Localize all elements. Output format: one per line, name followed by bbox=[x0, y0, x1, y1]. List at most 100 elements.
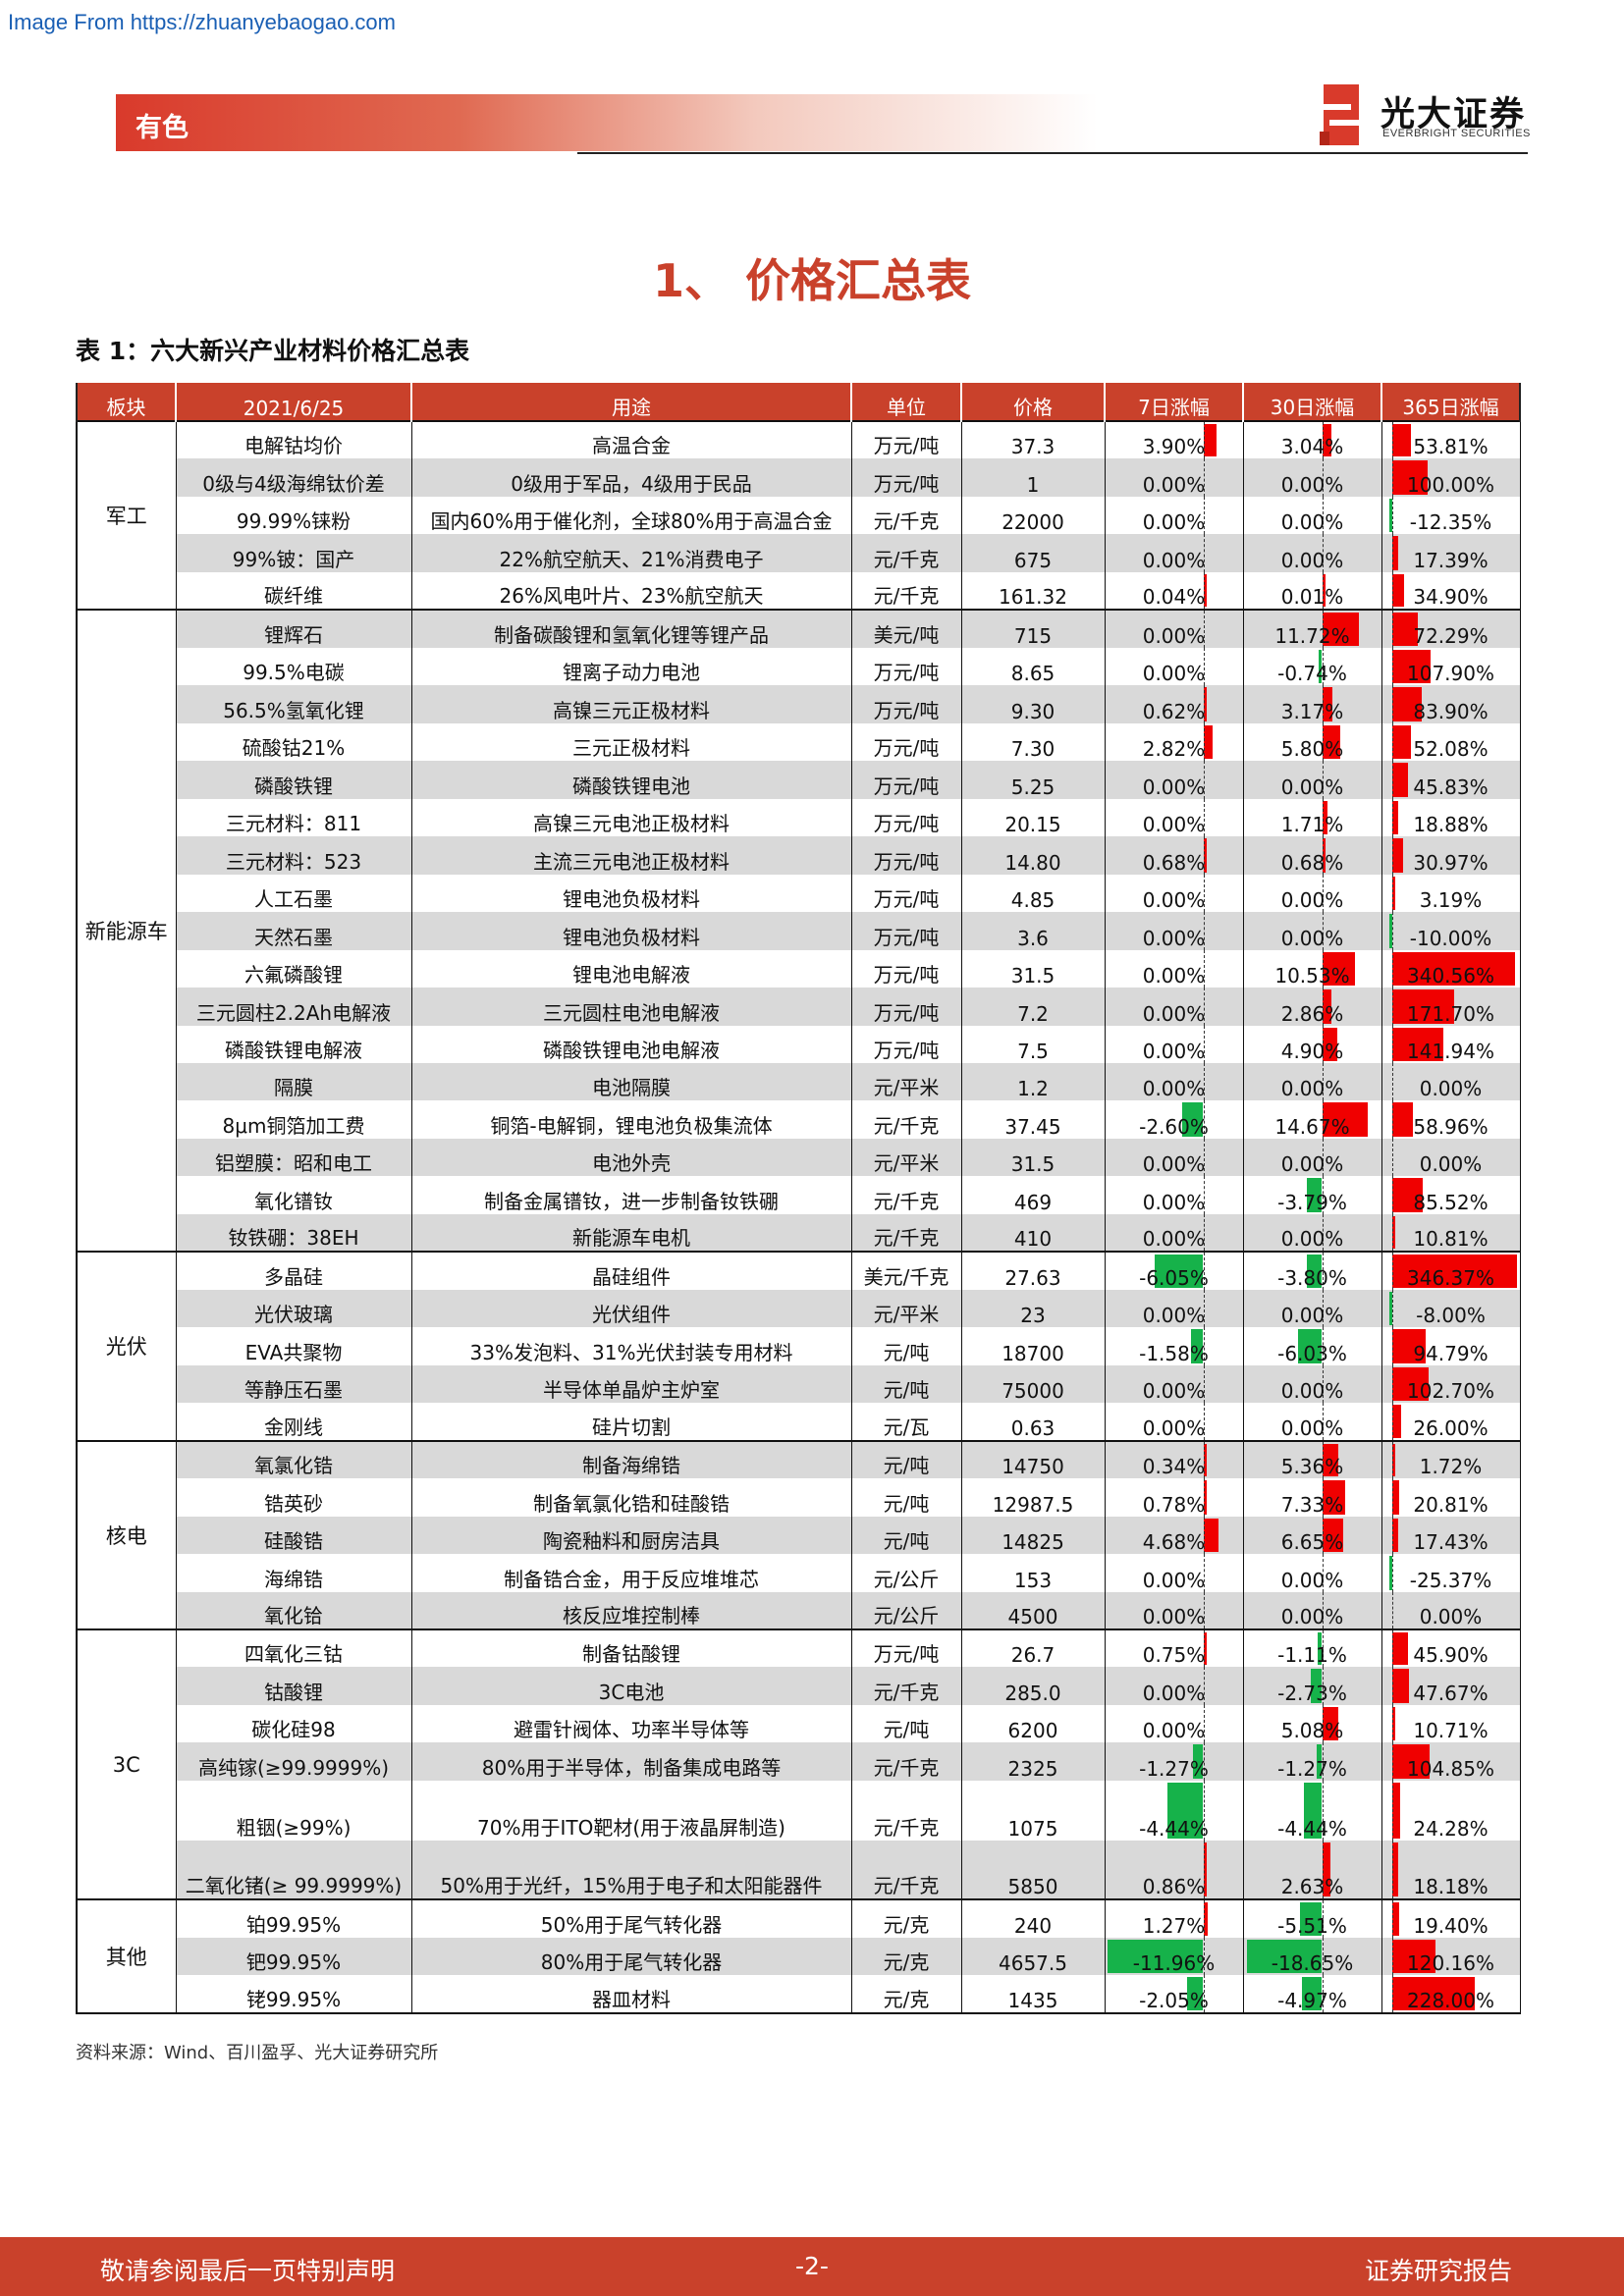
zero-axis-line bbox=[1322, 1937, 1324, 1976]
unit-cell: 元/千克 bbox=[851, 1840, 962, 1901]
price-cell: 0.63 bbox=[961, 1403, 1106, 1442]
zero-axis-line bbox=[1203, 612, 1205, 648]
change-cell-d30: 3.17% bbox=[1243, 685, 1382, 723]
positive-change-bar bbox=[1391, 1215, 1396, 1250]
change-cell-d30: 0.68% bbox=[1243, 836, 1382, 875]
zero-axis-line bbox=[1391, 1780, 1393, 1841]
zero-axis-line bbox=[1391, 458, 1393, 497]
use-cell: 光伏组件 bbox=[411, 1289, 852, 1328]
change-value: 5.80% bbox=[1280, 737, 1344, 762]
change-value: 0.00% bbox=[1280, 510, 1344, 535]
use-cell: 主流三元电池正极材料 bbox=[411, 836, 852, 875]
zero-axis-line bbox=[1322, 1840, 1324, 1898]
positive-change-bar bbox=[1322, 1706, 1338, 1741]
zero-axis-line bbox=[1203, 458, 1205, 497]
zero-axis-line bbox=[1203, 722, 1205, 762]
table-row: 光伏 多晶硅 晶硅组件 美元/千克 27.63 -6.05% -3.80% 346.37% bbox=[76, 1251, 1521, 1442]
price-cell: 18700 bbox=[961, 1327, 1106, 1365]
table-row: 铝塑膜：昭和电工 电池外壳 元/平米 31.5 0.00% 0.00% 0.00% bbox=[77, 1138, 1521, 1177]
use-cell: 3C电池 bbox=[411, 1667, 852, 1705]
change-value: 0.00% bbox=[1280, 1415, 1344, 1440]
change-value: 10.81% bbox=[1413, 1227, 1489, 1252]
change-value: 94.79% bbox=[1413, 1341, 1489, 1365]
change-value: 0.00% bbox=[1142, 964, 1206, 988]
change-value: 0.00% bbox=[1142, 1605, 1206, 1629]
price-cell: 3.6 bbox=[961, 912, 1106, 950]
source-url[interactable]: Image From https://zhuanyebaogao.com bbox=[8, 10, 396, 34]
change-cell-d365: 17.43% bbox=[1381, 1516, 1521, 1555]
positive-change-bar bbox=[1391, 1842, 1399, 1897]
zero-axis-line bbox=[1203, 1254, 1205, 1290]
change-cell-d7: -4.44% bbox=[1105, 1780, 1244, 1841]
use-cell: 0级用于军品，4级用于民品 bbox=[411, 458, 852, 497]
table-row: 8μm铜箔加工费 铜箔-电解铜，锂电池负极集流体 元/千克 37.45 -2.60% 14… bbox=[77, 1100, 1521, 1139]
table-header-row: 板块 2021/6/25 用途 单位 价格 7日涨幅 30日涨幅 365日涨幅 bbox=[76, 383, 1521, 421]
price-cell: 37.3 bbox=[961, 419, 1106, 459]
positive-change-bar bbox=[1391, 1902, 1399, 1936]
material-name-cell: 天然石墨 bbox=[176, 912, 412, 950]
positive-change-bar bbox=[1391, 724, 1411, 760]
change-value: 0.00% bbox=[1142, 1415, 1206, 1440]
positive-change-bar bbox=[1203, 1443, 1207, 1477]
price-cell: 675 bbox=[961, 534, 1106, 572]
change-cell-d30: 0.00% bbox=[1243, 1062, 1382, 1101]
change-cell-d30: -6.03% bbox=[1243, 1327, 1382, 1365]
use-cell: 锂离子动力电池 bbox=[411, 647, 852, 686]
use-cell: 避雷针阀体、功率半导体等 bbox=[411, 1704, 852, 1743]
zero-axis-line bbox=[1391, 1478, 1393, 1517]
change-cell-d365: 94.79% bbox=[1381, 1327, 1521, 1365]
positive-change-bar bbox=[1391, 1443, 1395, 1477]
zero-axis-line bbox=[1203, 571, 1205, 609]
positive-change-bar bbox=[1203, 724, 1213, 760]
change-value: -18.65% bbox=[1271, 1951, 1354, 1976]
positive-change-bar bbox=[1322, 573, 1326, 608]
material-name-cell: 氧氯化锆 bbox=[176, 1439, 412, 1479]
zero-axis-line bbox=[1203, 1591, 1205, 1628]
price-cell: 285.0 bbox=[961, 1667, 1106, 1705]
zero-axis-line bbox=[1203, 1937, 1205, 1976]
use-cell: 铜箔-电解铜，锂电池负极集流体 bbox=[411, 1100, 852, 1139]
zero-axis-line bbox=[1322, 534, 1324, 572]
zero-axis-line bbox=[1203, 1327, 1205, 1365]
col-header-7d: 7日涨幅 bbox=[1104, 383, 1244, 421]
change-value: 11.72% bbox=[1274, 623, 1350, 648]
use-cell: 晶硅组件 bbox=[411, 1251, 852, 1290]
change-value: 0.78% bbox=[1142, 1492, 1206, 1517]
positive-change-bar bbox=[1391, 573, 1405, 608]
price-cell: 5.25 bbox=[961, 761, 1106, 799]
unit-cell: 元/平米 bbox=[851, 1138, 962, 1177]
unit-cell: 元/千克 bbox=[851, 1176, 962, 1214]
change-cell-d30: 5.36% bbox=[1243, 1439, 1382, 1479]
change-cell-d30: -1.11% bbox=[1243, 1628, 1382, 1668]
negative-change-bar bbox=[1297, 1329, 1323, 1363]
zero-axis-line bbox=[1322, 1478, 1324, 1517]
negative-change-bar bbox=[1388, 1556, 1392, 1590]
logo-en-text: EVERBRIGHT SECURITIES bbox=[1382, 128, 1531, 139]
unit-cell: 万元/吨 bbox=[851, 1628, 962, 1668]
unit-cell: 元/平米 bbox=[851, 1289, 962, 1328]
zero-axis-line bbox=[1203, 423, 1205, 459]
change-value: -1.27% bbox=[1277, 1756, 1347, 1781]
material-name-cell: 锂辉石 bbox=[176, 609, 412, 648]
material-name-cell: 氧化镨钕 bbox=[176, 1176, 412, 1214]
negative-change-bar bbox=[1193, 1744, 1204, 1779]
change-cell-d365: -8.00% bbox=[1381, 1289, 1521, 1328]
change-value: 0.00% bbox=[1280, 1304, 1344, 1328]
positive-change-bar bbox=[1322, 1842, 1330, 1897]
change-value: -6.03% bbox=[1277, 1341, 1347, 1365]
change-cell-d7: 3.90% bbox=[1105, 419, 1244, 459]
material-name-cell: 硫酸钴21% bbox=[176, 722, 412, 762]
price-cell: 20.15 bbox=[961, 798, 1106, 837]
table-row: 56.5%氢氧化锂 高镍三元正极材料 万元/吨 9.30 0.62% 3.17% 83.90… bbox=[77, 685, 1521, 723]
unit-cell: 万元/吨 bbox=[851, 1025, 962, 1063]
unit-cell: 万元/吨 bbox=[851, 647, 962, 686]
zero-axis-line bbox=[1203, 798, 1205, 837]
use-cell: 50%用于光纤，15%用于电子和太阳能器件 bbox=[411, 1840, 852, 1901]
zero-axis-line bbox=[1322, 722, 1324, 762]
price-cell: 31.5 bbox=[961, 949, 1106, 988]
use-cell: 高镍三元正极材料 bbox=[411, 685, 852, 723]
change-value: 0.00% bbox=[1280, 774, 1344, 799]
change-value: 100.00% bbox=[1407, 472, 1494, 497]
change-cell-d7: -11.96% bbox=[1105, 1937, 1244, 1976]
use-cell: 国内60%用于催化剂，全球80%用于高温合金 bbox=[411, 496, 852, 535]
